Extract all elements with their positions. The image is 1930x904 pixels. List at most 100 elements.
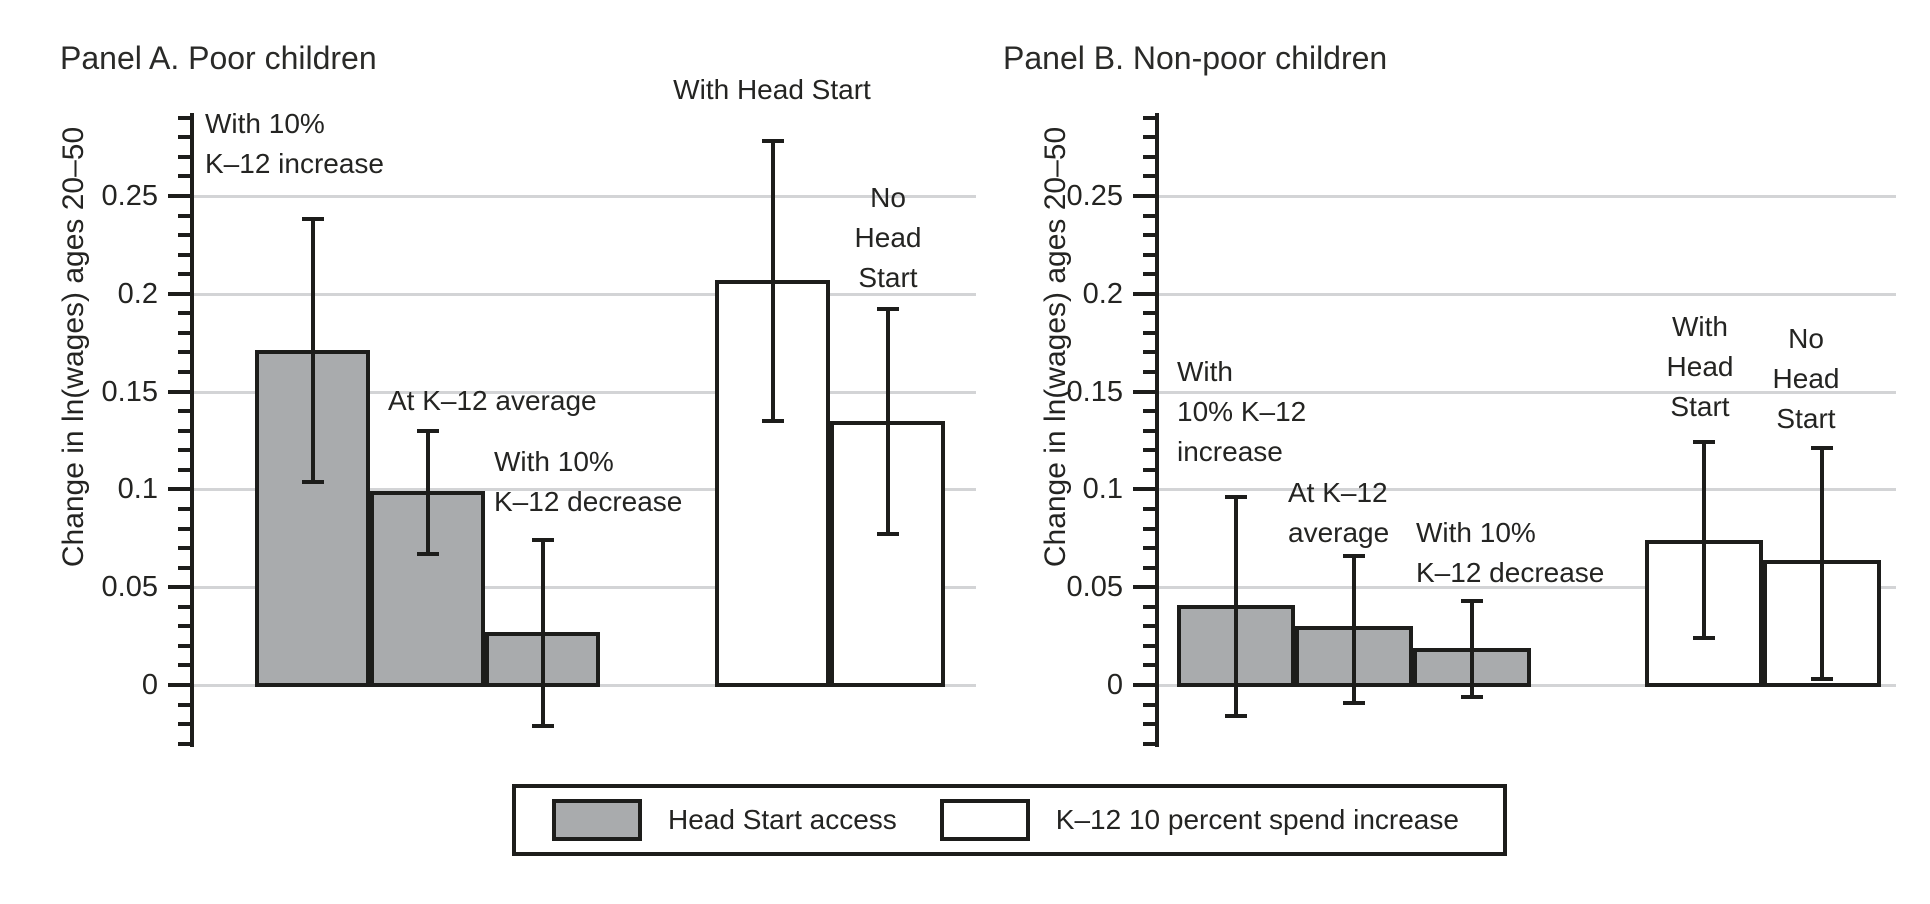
y-tick-minor xyxy=(178,233,190,238)
gridline-0.05 xyxy=(194,586,976,590)
y-tick-minor xyxy=(178,409,190,414)
y-tick-minor xyxy=(1143,370,1155,375)
y-tick-label: 0.05 xyxy=(101,571,158,604)
error-bar-cap-low xyxy=(416,551,439,556)
y-tick-minor xyxy=(178,174,190,179)
error-bar-cap-high xyxy=(761,139,784,144)
y-tick-minor xyxy=(1143,546,1155,551)
panel-b-title: Panel B. Non-poor children xyxy=(1003,40,1388,76)
gridline-0.2 xyxy=(194,292,976,296)
y-tick-label: 0.2 xyxy=(1082,277,1123,310)
y-tick-minor xyxy=(1143,233,1155,238)
y-tick-minor xyxy=(178,722,190,727)
error-bar-cap-low xyxy=(1693,636,1715,641)
error-bar-cap-high xyxy=(301,217,324,222)
gridline-0.2 xyxy=(1159,292,1896,296)
y-tick-minor xyxy=(178,428,190,433)
error-bar-cap-low xyxy=(301,479,324,484)
bar-label: With Head Start xyxy=(673,74,871,105)
error-bar-cap-high xyxy=(531,538,554,543)
y-tick-minor xyxy=(178,565,190,570)
error-bar xyxy=(1352,555,1356,703)
legend: Head Start access K–12 10 percent spend … xyxy=(512,784,1507,856)
y-tick-minor xyxy=(178,702,190,707)
error-bar xyxy=(425,430,430,554)
y-tick-minor xyxy=(1143,428,1155,433)
y-tick-minor xyxy=(178,467,190,472)
y-tick-minor xyxy=(178,330,190,335)
error-bar-cap-high xyxy=(1811,446,1833,451)
y-tick-minor xyxy=(1143,448,1155,453)
error-bar xyxy=(770,141,775,421)
y-tick-label: 0.15 xyxy=(101,375,158,408)
y-tick-minor xyxy=(1143,252,1155,257)
y-tick-minor xyxy=(1143,624,1155,629)
panel-b-y-axis-label: Change in ln(wages) ages 20–50 xyxy=(1039,126,1072,568)
gridline-0.05 xyxy=(1159,586,1896,590)
error-bar xyxy=(1234,497,1238,717)
y-tick-label: 0.25 xyxy=(1066,180,1123,212)
y-tick-major xyxy=(168,487,190,492)
y-tick-minor xyxy=(1143,154,1155,159)
y-tick-label: 0.05 xyxy=(1066,571,1123,604)
y-tick-label: 0 xyxy=(141,669,158,701)
error-bar-cap-low xyxy=(761,418,784,423)
y-tick-minor xyxy=(1143,702,1155,707)
y-tick-minor xyxy=(1143,213,1155,218)
y-tick-minor xyxy=(178,370,190,375)
y-tick-major xyxy=(168,389,190,394)
error-bar xyxy=(310,219,315,482)
gridline-0.25 xyxy=(194,195,976,198)
error-bar-cap-high xyxy=(1225,495,1247,500)
y-tick-major xyxy=(1133,389,1155,394)
bar-label: At K–12 average xyxy=(1288,477,1390,548)
legend-swatch-white xyxy=(939,799,1030,841)
y-tick-minor xyxy=(1143,311,1155,316)
y-tick-minor xyxy=(178,663,190,668)
panel-a-title: Panel A. Poor children xyxy=(60,40,377,76)
y-tick-minor xyxy=(178,526,190,531)
y-tick-minor xyxy=(1143,604,1155,609)
error-bar-cap-low xyxy=(1811,677,1833,682)
legend-swatch-gray xyxy=(552,799,642,841)
y-tick-label: 0.25 xyxy=(101,180,158,212)
y-tick-minor xyxy=(178,154,190,159)
y-tick-label: 0.1 xyxy=(1082,473,1123,506)
y-tick-minor xyxy=(1143,741,1155,746)
legend-label-k12-spend-increase: K–12 10 percent spend increase xyxy=(1055,804,1459,835)
error-bar xyxy=(1702,442,1706,639)
y-tick-major xyxy=(1133,585,1155,590)
y-tick-minor xyxy=(178,741,190,746)
y-tick-major xyxy=(1133,291,1155,296)
y-tick-minor xyxy=(1143,467,1155,472)
error-bar-cap-high xyxy=(1343,553,1365,558)
y-tick-minor xyxy=(1143,272,1155,277)
error-bar-cap-high xyxy=(1693,440,1715,445)
y-tick-minor xyxy=(178,272,190,277)
y-tick-minor xyxy=(178,643,190,648)
y-tick-minor xyxy=(1143,115,1155,120)
y-tick-label: 0.2 xyxy=(117,277,158,310)
y-tick-minor xyxy=(178,448,190,453)
y-tick-minor xyxy=(178,350,190,355)
gridline-0.15 xyxy=(1159,390,1896,394)
bar-label: With 10% K–12 decrease xyxy=(1416,517,1605,588)
legend-label-head-start-access: Head Start access xyxy=(668,804,897,835)
bar-label: With Head Start xyxy=(1666,311,1734,422)
error-bar-cap-low xyxy=(876,532,899,537)
y-tick-major xyxy=(1133,487,1155,492)
y-tick-minor xyxy=(178,506,190,511)
y-tick-major xyxy=(168,291,190,296)
error-bar-cap-low xyxy=(1461,694,1483,699)
panel-a-y-axis-label: Change in ln(wages) ages 20–50 xyxy=(57,126,90,568)
y-tick-minor xyxy=(178,252,190,257)
y-tick-minor xyxy=(178,311,190,316)
error-bar-cap-low xyxy=(531,724,554,729)
y-tick-major xyxy=(1133,683,1155,687)
error-bar-cap-low xyxy=(1225,714,1247,719)
bar-label: With 10% K–12 increase xyxy=(1177,356,1307,467)
y-tick-label: 0.15 xyxy=(1066,375,1123,408)
bar-label: No Head Start xyxy=(1772,323,1840,434)
y-axis-spine xyxy=(190,113,194,747)
